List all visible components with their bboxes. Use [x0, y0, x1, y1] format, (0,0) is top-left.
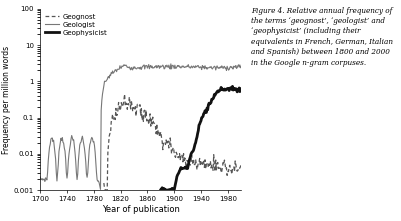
Legend: Geognost, Geologist, Geophysicist: Geognost, Geologist, Geophysicist — [44, 12, 108, 37]
X-axis label: Year of publication: Year of publication — [101, 205, 179, 214]
Y-axis label: Frequency per million words: Frequency per million words — [2, 45, 11, 154]
Text: Figure 4. Relative annual frequency of
the terms ‘geognost’, ‘geologist’ and
‘ge: Figure 4. Relative annual frequency of t… — [251, 7, 392, 67]
